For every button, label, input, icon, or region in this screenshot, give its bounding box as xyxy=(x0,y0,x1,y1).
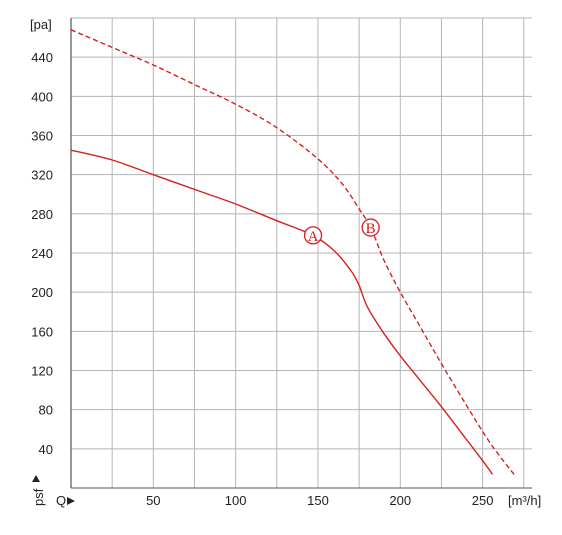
y-tick-label: 320 xyxy=(31,168,53,183)
y-tick-label: 40 xyxy=(39,442,53,457)
series-marker-label-b: B xyxy=(366,221,376,237)
x-axis-arrow-icon xyxy=(67,497,75,505)
y-axis-arrow-icon xyxy=(32,475,40,482)
y-axis-symbol-text: psf xyxy=(31,488,46,506)
y-tick-label: 360 xyxy=(31,129,53,144)
x-axis-symbol: Q xyxy=(56,493,75,508)
x-tick-label: 100 xyxy=(225,493,247,508)
x-axis-symbol-text: Q xyxy=(56,493,66,508)
x-tick-label: 150 xyxy=(307,493,329,508)
y-tick-label: 120 xyxy=(31,364,53,379)
x-tick-labels: 50 100 150 200 250 xyxy=(146,493,493,508)
series-line-b xyxy=(70,29,517,477)
x-tick-label: 200 xyxy=(389,493,411,508)
y-tick-label: 200 xyxy=(31,285,53,300)
x-tick-label: 50 xyxy=(146,493,160,508)
series-line-a xyxy=(70,149,494,475)
y-tick-label: 280 xyxy=(31,207,53,222)
y-unit-label: [pa] xyxy=(30,17,52,32)
series-layer xyxy=(70,29,517,477)
y-tick-labels: 40 80 120 160 200 240 280 320 360 400 440 xyxy=(31,50,53,457)
y-tick-label: 80 xyxy=(39,403,53,418)
y-axis-symbol: psf xyxy=(31,475,46,506)
grid-lines xyxy=(71,17,532,488)
series-marker-a xyxy=(303,226,323,245)
x-tick-label: 250 xyxy=(472,493,494,508)
series-marker-b xyxy=(361,218,380,237)
y-tick-label: 160 xyxy=(31,324,53,339)
axes xyxy=(70,18,532,489)
y-tick-label: 400 xyxy=(31,89,53,104)
y-tick-label: 240 xyxy=(31,246,53,261)
x-unit-label: [m³/h] xyxy=(508,493,541,508)
y-tick-label: 440 xyxy=(31,50,53,65)
series-marker-label-a: A xyxy=(308,229,319,245)
